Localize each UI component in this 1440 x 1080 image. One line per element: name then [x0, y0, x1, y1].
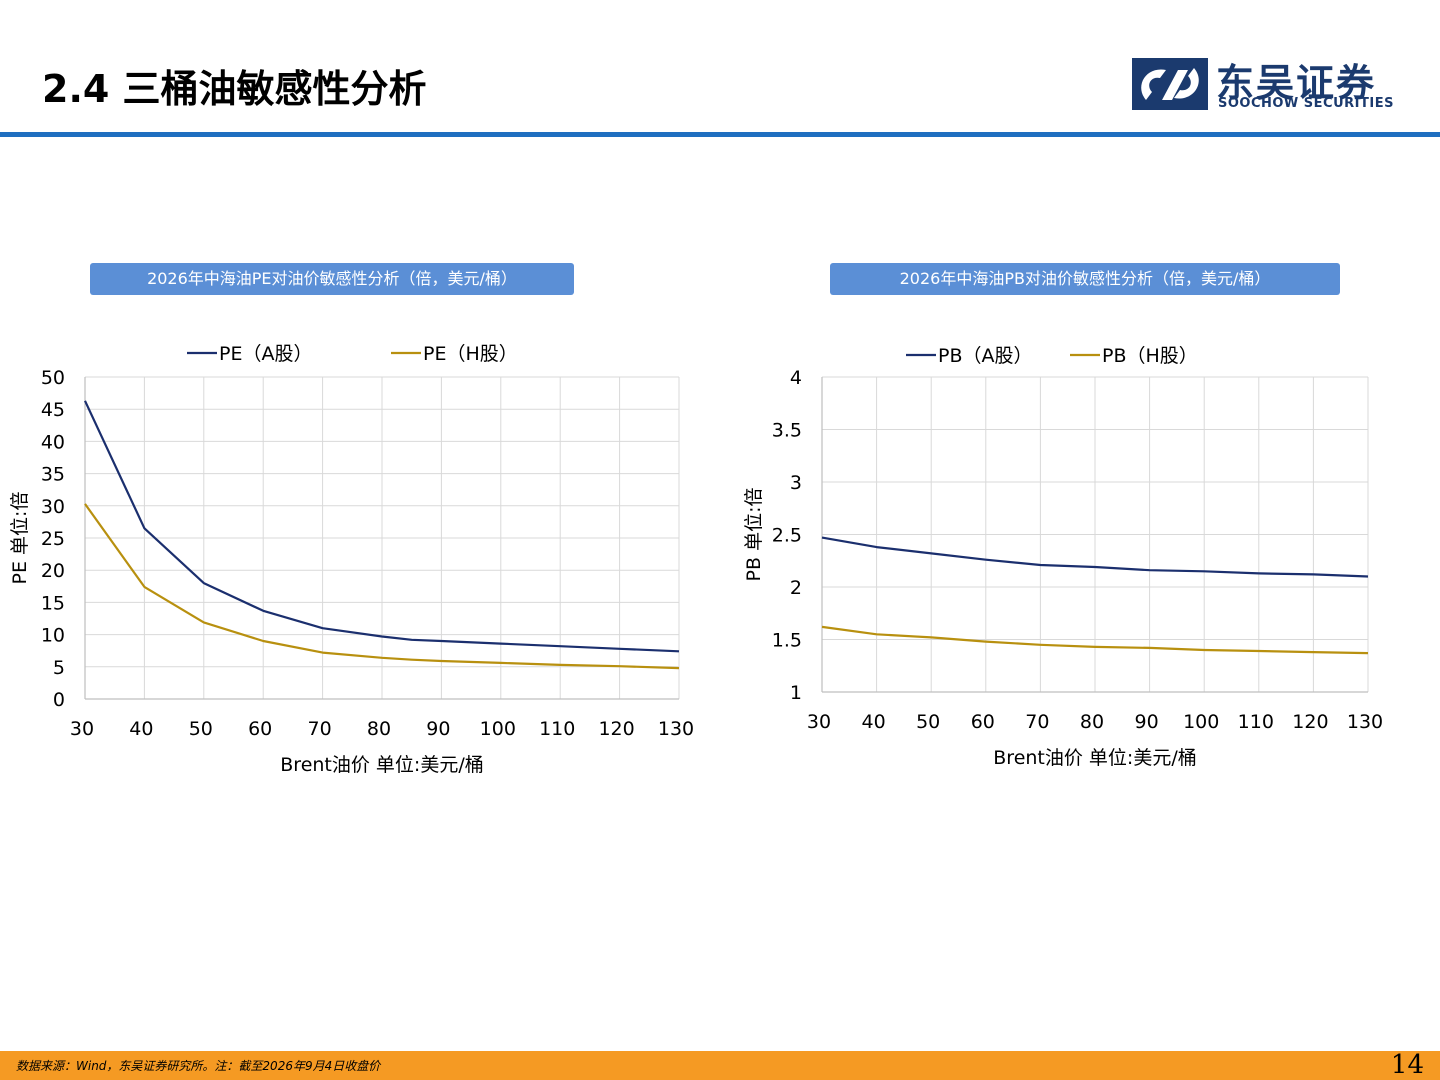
- pe-x-tick-label: 110: [539, 718, 575, 740]
- pe-y-tick-label: 15: [41, 592, 65, 614]
- pe-chart-banner: 2026年中海油PE对油价敏感性分析（倍，美元/桶）: [90, 263, 574, 295]
- pb-x-tick-label: 110: [1238, 711, 1274, 733]
- pb-x-tick-label: 30: [807, 711, 831, 733]
- pb-y-tick-label: 1: [790, 682, 802, 704]
- pe-x-tick-label: 130: [658, 718, 694, 740]
- pe-x-tick-label: 120: [598, 718, 634, 740]
- logo-english-name: SOOCHOW SECURITIES: [1218, 96, 1394, 111]
- pb-y-tick-label: 3.5: [772, 420, 802, 442]
- page-title: 2.4 三桶油敏感性分析: [42, 67, 427, 111]
- pe-x-tick-label: 60: [248, 718, 272, 740]
- pe-x-tick-label: 30: [70, 718, 94, 740]
- pb-x-tick-label: 130: [1347, 711, 1383, 733]
- pe-y-tick-label: 5: [53, 657, 65, 679]
- company-logo: 东吴证券 SOOCHOW SECURITIES: [1132, 56, 1412, 116]
- pe-x-tick-label: 70: [308, 718, 332, 740]
- pe-y-axis-title: PE 单位:倍: [9, 492, 31, 585]
- pe-x-tick-label: 40: [129, 718, 153, 740]
- pb-series-line-a: [821, 536, 1369, 578]
- header-divider: [0, 132, 1440, 137]
- pe-y-tick-label: 30: [41, 496, 65, 518]
- pe-x-tick-label: 80: [367, 718, 391, 740]
- pb-legend-label: PB（H股）: [1102, 345, 1198, 367]
- pe-series-line-a: [84, 400, 680, 653]
- pb-y-axis-title: PB 单位:倍: [743, 488, 765, 582]
- pe-x-axis-title: Brent油价 单位:美元/桶: [280, 754, 483, 776]
- pb-y-tick-label: 4: [790, 367, 802, 389]
- page-number: 14: [1390, 1050, 1424, 1080]
- pb-legend-label: PB（A股）: [938, 345, 1033, 367]
- pe-legend-label: PE（H股）: [423, 343, 518, 365]
- soochow-logo-icon: [1132, 58, 1208, 110]
- pb-x-tick-label: 100: [1183, 711, 1219, 733]
- pe-y-tick-label: 45: [41, 399, 65, 421]
- pe-y-tick-label: 50: [41, 367, 65, 389]
- pb-y-tick-label: 2: [790, 577, 802, 599]
- pe-series-line-h: [84, 503, 680, 670]
- pb-y-tick-label: 3: [790, 472, 802, 494]
- pe-y-tick-label: 10: [41, 625, 65, 647]
- source-note: 数据来源：Wind，东吴证券研究所。注：截至2026年9月4日收盘价: [16, 1059, 381, 1073]
- logo-chinese-name: 东吴证券: [1216, 61, 1377, 105]
- pe-x-tick-label: 50: [189, 718, 213, 740]
- pb-x-tick-label: 50: [916, 711, 940, 733]
- pb-x-tick-label: 80: [1080, 711, 1104, 733]
- pb-x-tick-label: 40: [862, 711, 886, 733]
- pe-x-tick-label: 100: [480, 718, 516, 740]
- pe-legend-label: PE（A股）: [219, 343, 312, 365]
- pe-y-tick-label: 25: [41, 528, 65, 550]
- pb-series-line-h: [821, 625, 1369, 655]
- pe-y-tick-label: 20: [41, 560, 65, 582]
- pb-chart-banner: 2026年中海油PB对油价敏感性分析（倍，美元/桶）: [830, 263, 1340, 295]
- pb-x-axis-title: Brent油价 单位:美元/桶: [993, 747, 1196, 769]
- pe-x-tick-label: 90: [426, 718, 450, 740]
- pe-y-tick-label: 35: [41, 464, 65, 486]
- pb-x-tick-label: 70: [1025, 711, 1049, 733]
- pe-y-tick-label: 40: [41, 431, 65, 453]
- pb-x-tick-label: 90: [1135, 711, 1159, 733]
- pe-y-tick-label: 0: [53, 689, 65, 711]
- pb-x-tick-label: 60: [971, 711, 995, 733]
- pb-x-tick-label: 120: [1292, 711, 1328, 733]
- footer-bar: [0, 1051, 1440, 1080]
- pb-y-tick-label: 1.5: [772, 630, 802, 652]
- pb-y-tick-label: 2.5: [772, 525, 802, 547]
